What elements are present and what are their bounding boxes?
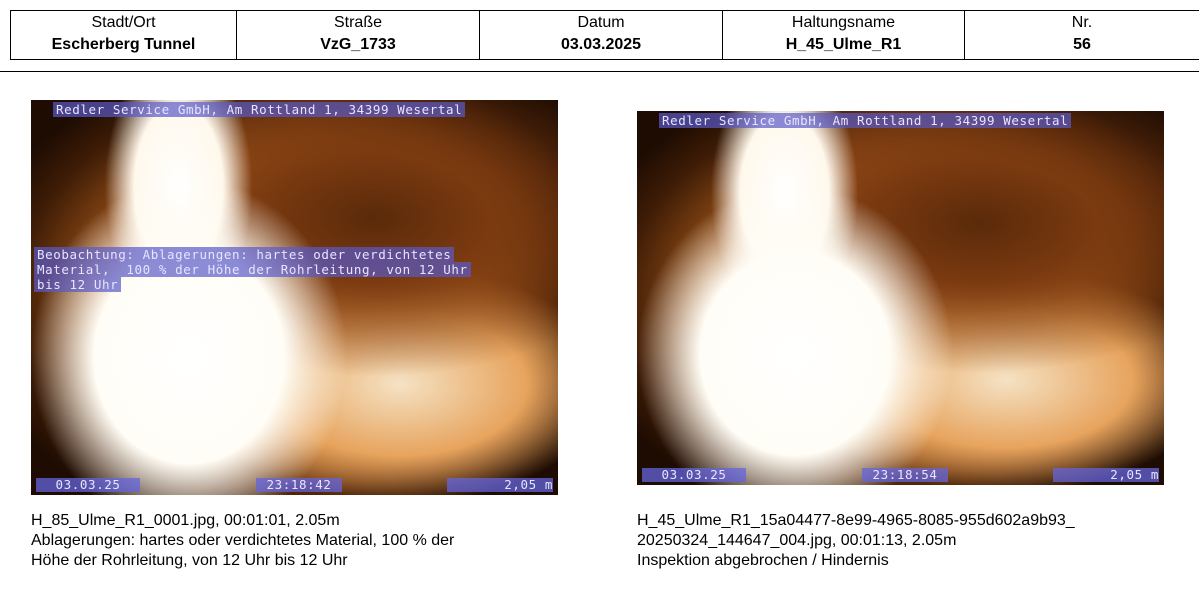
overlay-company: Redler Service GmbH, Am Rottland 1, 3439… xyxy=(659,113,1072,128)
overlay-distance: 2,05 m xyxy=(1053,468,1159,482)
caption-line: H_85_Ulme_R1_0001.jpg, 00:01:01, 2.05m xyxy=(31,512,340,529)
header-table: Stadt/Ort Escherberg Tunnel Straße VzG_173… xyxy=(10,10,1199,60)
header-value: 03.03.2025 xyxy=(560,36,642,53)
inspection-photo: Redler Service GmbH, Am Rottland 1, 3439… xyxy=(31,100,558,495)
caption-line: H_45_Ulme_R1_15a04477-8e99-4965-8085-955… xyxy=(637,512,1075,529)
header-label: Nr. xyxy=(1071,14,1093,31)
overlay-observation: bis 12 Uhr xyxy=(34,277,122,292)
overlay-time: 23:18:54 xyxy=(862,468,948,482)
caption-line: Höhe der Rohrleitung, von 12 Uhr bis 12 … xyxy=(31,552,348,569)
overlay-distance: 2,05 m xyxy=(447,478,553,492)
caption-line: Ablagerungen: hartes oder verdichtetes M… xyxy=(31,532,455,549)
header-value: 56 xyxy=(1073,36,1091,53)
header-cell: Straße VzG_1733 xyxy=(236,11,479,59)
header-value: VzG_1733 xyxy=(320,36,396,53)
photo-caption: H_45_Ulme_R1_15a04477-8e99-4965-8085-955… xyxy=(637,511,1075,571)
header-cell: Stadt/Ort Escherberg Tunnel xyxy=(10,11,236,59)
caption-line: 20250324_144647_004.jpg, 00:01:13, 2.05m xyxy=(637,532,957,549)
overlay-observation: Beobachtung: Ablagerungen: hartes oder v… xyxy=(34,247,455,262)
inspection-photo: Redler Service GmbH, Am Rottland 1, 3439… xyxy=(637,111,1164,485)
overlay-observation: Material, 100 % der Höhe der Rohrleitung… xyxy=(34,262,471,277)
overlay-company: Redler Service GmbH, Am Rottland 1, 3439… xyxy=(53,102,466,117)
header-cell: Nr. 56 xyxy=(964,11,1199,59)
caption-line: Inspektion abgebrochen / Hindernis xyxy=(637,552,889,569)
header-label: Datum xyxy=(577,14,625,31)
header-cell: Datum 03.03.2025 xyxy=(479,11,722,59)
separator xyxy=(0,71,1199,72)
overlay-date: 03.03.25 xyxy=(36,478,140,492)
photo-caption: H_85_Ulme_R1_0001.jpg, 00:01:01, 2.05m A… xyxy=(31,511,454,571)
header-label: Straße xyxy=(333,14,382,31)
overlay-date: 03.03.25 xyxy=(642,468,746,482)
header-value: H_45_Ulme_R1 xyxy=(785,36,902,53)
header-label: Stadt/Ort xyxy=(91,14,156,31)
header-cell: Haltungsname H_45_Ulme_R1 xyxy=(722,11,964,59)
header-value: Escherberg Tunnel xyxy=(51,36,196,53)
overlay-time: 23:18:42 xyxy=(256,478,342,492)
header-label: Haltungsname xyxy=(791,14,896,31)
